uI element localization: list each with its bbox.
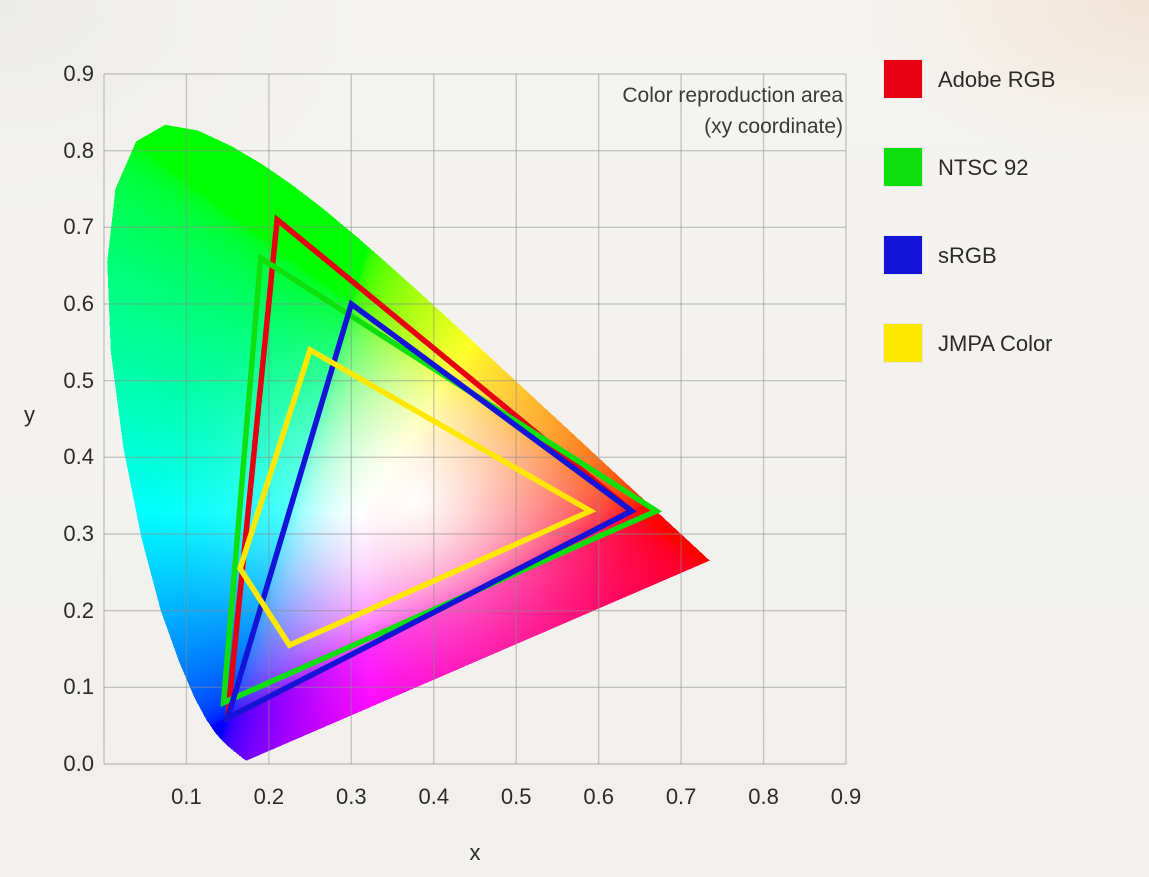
legend-swatch-srgb	[884, 236, 922, 274]
x-tick-label: 0.6	[583, 784, 614, 809]
y-tick-label: 0.2	[63, 597, 94, 623]
legend-item-adobe-rgb: Adobe RGB	[884, 60, 1124, 100]
legend-label-adobe-rgb: Adobe RGB	[938, 67, 1056, 92]
legend-label-ntsc-92: NTSC 92	[938, 155, 1029, 180]
x-axis-title: x	[469, 840, 481, 865]
x-tick-label: 0.9	[830, 784, 862, 809]
y-tick-label: 0.1	[63, 674, 94, 700]
legend-item-srgb: sRGB	[884, 236, 1124, 276]
y-tick-label: 0.4	[63, 444, 94, 470]
legend-swatch-ntsc-92	[884, 148, 922, 186]
gamut-outline-jmpa-color	[237, 345, 597, 649]
y-tick-label: 0.9	[63, 61, 94, 86]
chart-annotation: Color reproduction area (xy coordinate)	[622, 80, 843, 142]
y-tick-label: 0.0	[63, 751, 94, 776]
y-tick-label: 0.3	[63, 521, 94, 546]
gamut-outline-srgb	[223, 299, 637, 724]
x-tick-label: 0.4	[418, 784, 450, 809]
legend-swatch-adobe-rgb	[884, 60, 922, 98]
y-axis-title: y	[24, 402, 35, 427]
legend-label-srgb: sRGB	[938, 243, 997, 268]
y-tick-label: 0.8	[63, 137, 94, 163]
x-tick-label: 0.1	[171, 784, 202, 809]
legend-label-jmpa-color: JMPA Color	[938, 331, 1053, 356]
annotation-title: Color reproduction area	[622, 84, 843, 107]
legend-item-ntsc-92: NTSC 92	[884, 148, 1124, 188]
x-tick-label: 0.5	[500, 784, 532, 809]
x-tick-label: 0.2	[253, 784, 285, 809]
y-tick-label: 0.6	[63, 291, 94, 316]
legend-item-jmpa-color: JMPA Color	[884, 324, 1124, 364]
y-tick-label: 0.5	[63, 367, 94, 393]
legend-swatch-jmpa-color	[884, 324, 922, 362]
x-tick-label: 0.8	[748, 784, 779, 809]
x-tick-label: 0.3	[336, 784, 367, 809]
annotation-subtitle: (xy coordinate)	[704, 115, 843, 138]
y-tick-label: 0.7	[63, 214, 94, 240]
x-tick-label: 0.7	[665, 784, 697, 809]
